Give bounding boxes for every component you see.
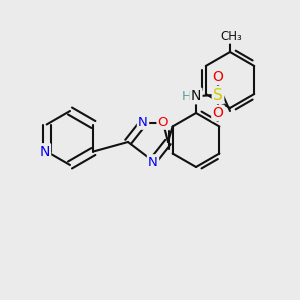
Text: N: N bbox=[39, 145, 50, 158]
Text: H: H bbox=[182, 89, 192, 103]
Text: N: N bbox=[191, 89, 201, 103]
Text: CH₃: CH₃ bbox=[220, 29, 242, 43]
Text: O: O bbox=[213, 70, 224, 84]
Text: S: S bbox=[213, 88, 223, 103]
Text: O: O bbox=[158, 116, 168, 128]
Text: N: N bbox=[148, 155, 158, 169]
Text: N: N bbox=[138, 116, 148, 128]
Text: O: O bbox=[213, 106, 224, 120]
